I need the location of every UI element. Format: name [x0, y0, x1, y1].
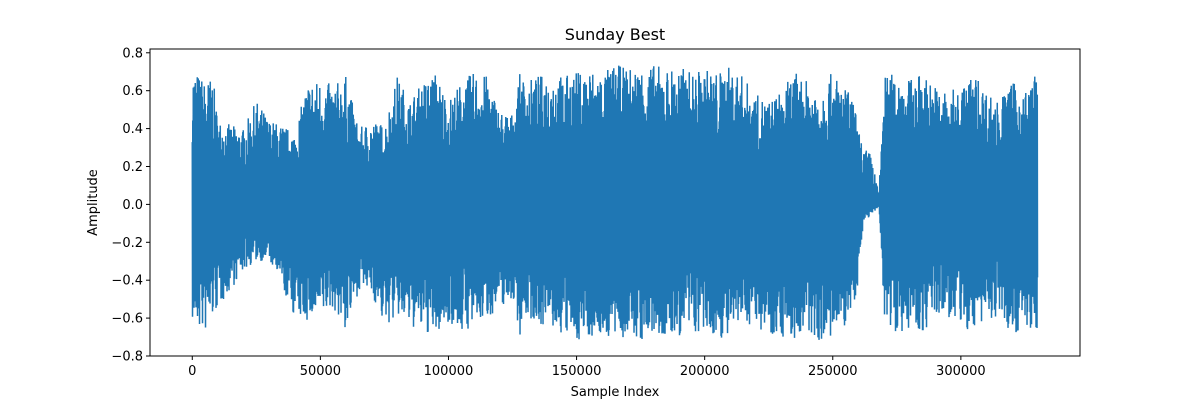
y-axis-label: Amplitude [86, 169, 101, 236]
y-tick-label: −0.4 [111, 274, 143, 289]
x-tick-label: 250000 [808, 364, 858, 379]
y-tick-label: −0.8 [111, 350, 143, 365]
x-tick-label: 200000 [680, 364, 730, 379]
x-tick-label: 100000 [424, 364, 474, 379]
waveform-series-line [191, 65, 1039, 340]
y-tick-label: −0.2 [111, 236, 143, 251]
y-tick-label: 0.6 [122, 84, 143, 99]
x-tick-label: 0 [188, 364, 196, 379]
x-axis: 0 50000 100000 150000 200000 250000 300000 [188, 356, 986, 379]
y-tick-label: 0.8 [122, 46, 143, 61]
y-axis: −0.8 −0.6 −0.4 −0.2 0.0 0.2 0.4 0.6 0.8 [111, 46, 150, 365]
x-tick-label: 150000 [552, 364, 602, 379]
chart-title: Sunday Best [565, 25, 665, 44]
y-tick-label: 0.0 [122, 198, 143, 213]
y-tick-label: 0.2 [122, 160, 143, 175]
x-axis-label: Sample Index [571, 385, 660, 400]
x-tick-label: 50000 [300, 364, 341, 379]
x-tick-label: 300000 [936, 364, 986, 379]
plot-area [191, 65, 1039, 340]
y-tick-label: −0.6 [111, 312, 143, 327]
axes-frame [149, 48, 1081, 357]
y-tick-label: 0.4 [122, 122, 143, 137]
